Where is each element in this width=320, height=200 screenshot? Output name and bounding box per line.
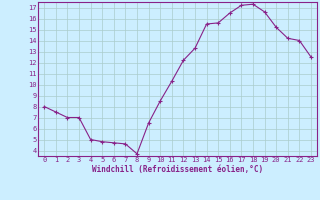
X-axis label: Windchill (Refroidissement éolien,°C): Windchill (Refroidissement éolien,°C): [92, 165, 263, 174]
